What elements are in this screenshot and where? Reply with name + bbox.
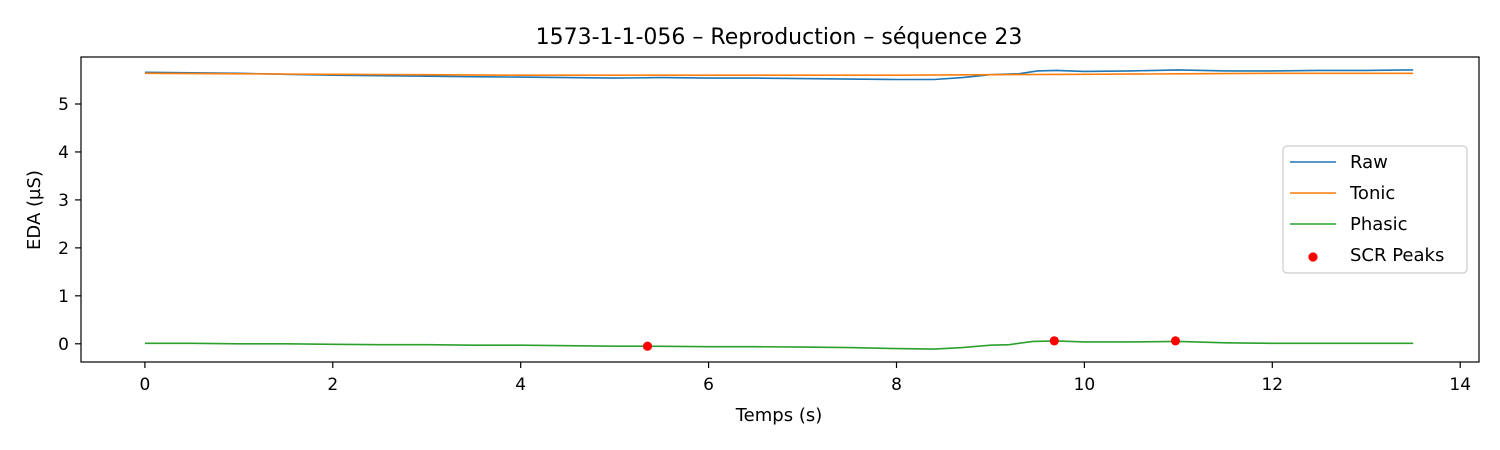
legend-label-raw: Raw <box>1350 152 1388 173</box>
y-tick-label: 0 <box>58 335 69 355</box>
plot-area <box>144 69 1414 351</box>
legend-label-tonic: Tonic <box>1349 183 1395 204</box>
x-tick-label: 10 <box>1074 375 1096 395</box>
y-tick-label: 4 <box>58 143 69 163</box>
chart-title: 1573-1-1-056 – Reproduction – séquence 2… <box>536 25 1023 50</box>
y-tick-label: 5 <box>58 95 69 115</box>
y-tick-label: 3 <box>58 191 69 211</box>
x-tick-label: 0 <box>139 375 150 395</box>
series-line-tonic <box>144 72 1414 76</box>
x-tick-label: 8 <box>891 375 902 395</box>
plot-frame <box>80 56 1480 363</box>
x-tick-label: 12 <box>1261 375 1283 395</box>
y-tick-label: 1 <box>58 287 69 307</box>
x-tick-label: 6 <box>703 375 714 395</box>
y-axis: 0 1 2 3 4 5 <box>58 95 81 355</box>
y-tick-label: 2 <box>58 239 69 259</box>
legend-swatch-scr-peaks <box>1308 252 1318 262</box>
x-axis-label: Temps (s) <box>735 405 823 426</box>
series-line-raw <box>144 69 1414 81</box>
series-line-phasic <box>144 340 1414 350</box>
legend-box <box>1282 145 1468 274</box>
scr-peak-point <box>1170 336 1181 346</box>
scr-peak-point <box>642 341 653 351</box>
scr-peak-point <box>1049 336 1059 346</box>
legend: Raw Tonic Phasic SCR Peaks <box>1282 145 1468 274</box>
legend-label-scr-peaks: SCR Peaks <box>1350 245 1444 266</box>
legend-label-phasic: Phasic <box>1350 214 1408 235</box>
x-axis: 0 2 4 6 8 10 12 14 <box>139 362 1471 395</box>
y-axis-label: EDA (µS) <box>24 170 45 250</box>
x-tick-label: 4 <box>515 375 526 395</box>
x-tick-label: 2 <box>327 375 338 395</box>
x-tick-label: 14 <box>1449 375 1471 395</box>
